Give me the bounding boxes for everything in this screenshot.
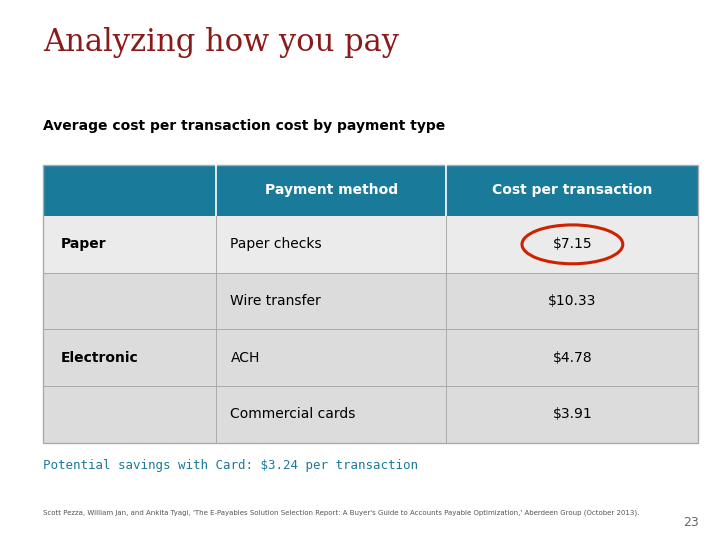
Text: Paper: Paper: [61, 238, 107, 251]
Bar: [43, 329, 698, 386]
Text: Payment method: Payment method: [265, 184, 397, 197]
Text: Potential savings with Card: $3.24 per transaction: Potential savings with Card: $3.24 per t…: [43, 459, 418, 472]
Text: Paper checks: Paper checks: [230, 238, 322, 251]
Bar: [43, 216, 698, 273]
Text: Scott Pezza, William Jan, and Ankita Tyagi, 'The E-Payables Solution Selection R: Scott Pezza, William Jan, and Ankita Tya…: [43, 509, 639, 516]
Text: Commercial cards: Commercial cards: [230, 408, 356, 421]
Bar: [43, 165, 698, 443]
Text: Wire transfer: Wire transfer: [230, 294, 321, 308]
Text: $7.15: $7.15: [552, 238, 593, 251]
Text: $10.33: $10.33: [548, 294, 597, 308]
Text: $3.91: $3.91: [552, 408, 593, 421]
Text: Cost per transaction: Cost per transaction: [492, 184, 652, 197]
Bar: [43, 386, 698, 443]
Text: Average cost per transaction cost by payment type: Average cost per transaction cost by pay…: [43, 119, 446, 133]
Bar: [43, 165, 698, 216]
Bar: [43, 273, 698, 329]
Text: ACH: ACH: [230, 351, 260, 364]
Text: Electronic: Electronic: [61, 351, 139, 364]
Text: 23: 23: [683, 516, 698, 529]
Text: Analyzing how you pay: Analyzing how you pay: [43, 27, 399, 58]
Text: $4.78: $4.78: [552, 351, 593, 364]
